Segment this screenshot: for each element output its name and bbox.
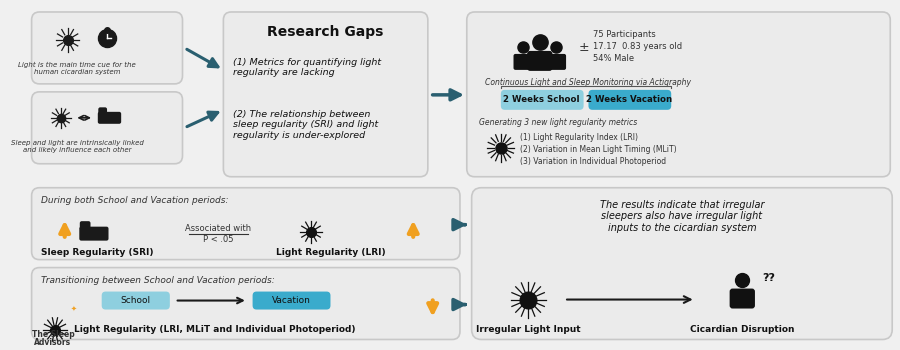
- FancyBboxPatch shape: [79, 227, 109, 241]
- Text: Vacation: Vacation: [272, 296, 311, 305]
- Text: (3) Variation in Individual Photoperiod: (3) Variation in Individual Photoperiod: [520, 157, 666, 166]
- FancyBboxPatch shape: [223, 12, 428, 177]
- FancyBboxPatch shape: [80, 221, 91, 230]
- Text: 2 Weeks Vacation: 2 Weeks Vacation: [586, 95, 672, 104]
- FancyBboxPatch shape: [546, 54, 566, 70]
- Text: Light Regularity (LRI): Light Regularity (LRI): [275, 247, 385, 257]
- Text: ??: ??: [761, 273, 775, 282]
- Text: ±: ±: [579, 41, 589, 55]
- Text: P < .05: P < .05: [203, 234, 234, 244]
- FancyBboxPatch shape: [730, 288, 755, 309]
- Text: The results indicate that irregular
sleepers also have irregular light
inputs to: The results indicate that irregular slee…: [599, 200, 764, 233]
- Text: Light is the main time cue for the
human cicardian system: Light is the main time cue for the human…: [19, 62, 136, 75]
- Text: Advisors: Advisors: [34, 338, 72, 348]
- Text: Generating 3 new light regularity metrics: Generating 3 new light regularity metric…: [480, 118, 638, 127]
- Text: Sleep and light are intrinsically linked
and likely influence each other: Sleep and light are intrinsically linked…: [11, 140, 144, 153]
- Text: (1) Metrics for quantifying light
regularity are lacking: (1) Metrics for quantifying light regula…: [233, 58, 382, 77]
- FancyBboxPatch shape: [514, 54, 533, 70]
- Text: Transitioning between School and Vacation periods:: Transitioning between School and Vacatio…: [41, 275, 275, 285]
- FancyBboxPatch shape: [32, 12, 183, 84]
- Text: The Sleep: The Sleep: [32, 329, 75, 338]
- Text: 75 Participants: 75 Participants: [593, 30, 656, 39]
- FancyBboxPatch shape: [527, 51, 553, 71]
- Text: Light Regularity (LRI, MLiT and Individual Photoperiod): Light Regularity (LRI, MLiT and Individu…: [75, 325, 356, 334]
- FancyBboxPatch shape: [32, 268, 460, 340]
- FancyBboxPatch shape: [589, 90, 671, 110]
- Text: (1) Light Regularity Index (LRI): (1) Light Regularity Index (LRI): [520, 133, 638, 142]
- FancyBboxPatch shape: [253, 292, 330, 309]
- FancyBboxPatch shape: [102, 292, 170, 309]
- FancyBboxPatch shape: [98, 112, 122, 124]
- FancyBboxPatch shape: [98, 107, 107, 116]
- Text: 17.17  0.83 years old: 17.17 0.83 years old: [593, 42, 682, 51]
- FancyBboxPatch shape: [32, 188, 460, 260]
- Text: Continuous Light and Sleep Monitoring via Actigraphy: Continuous Light and Sleep Monitoring vi…: [485, 78, 691, 87]
- Text: ✦: ✦: [70, 306, 77, 312]
- FancyBboxPatch shape: [472, 188, 892, 340]
- Text: Cicardian Disruption: Cicardian Disruption: [690, 324, 795, 334]
- Text: 54% Male: 54% Male: [593, 54, 634, 63]
- Text: During both School and Vacation periods:: During both School and Vacation periods:: [41, 196, 229, 205]
- FancyBboxPatch shape: [32, 92, 183, 164]
- Text: Irregular Light Input: Irregular Light Input: [476, 324, 580, 334]
- Text: Sleep Regularity (SRI): Sleep Regularity (SRI): [40, 247, 153, 257]
- Text: School: School: [121, 296, 151, 305]
- Text: (2) The relationship between
sleep regularity (SRI) and light
regularity is unde: (2) The relationship between sleep regul…: [233, 110, 378, 140]
- Text: 2 Weeks School: 2 Weeks School: [503, 95, 580, 104]
- Text: (2) Variation in Mean Light Timing (MLiT): (2) Variation in Mean Light Timing (MLiT…: [520, 145, 677, 154]
- FancyBboxPatch shape: [467, 12, 890, 177]
- Text: Associated with: Associated with: [185, 224, 252, 233]
- FancyBboxPatch shape: [500, 90, 583, 110]
- Text: Research Gaps: Research Gaps: [267, 25, 383, 39]
